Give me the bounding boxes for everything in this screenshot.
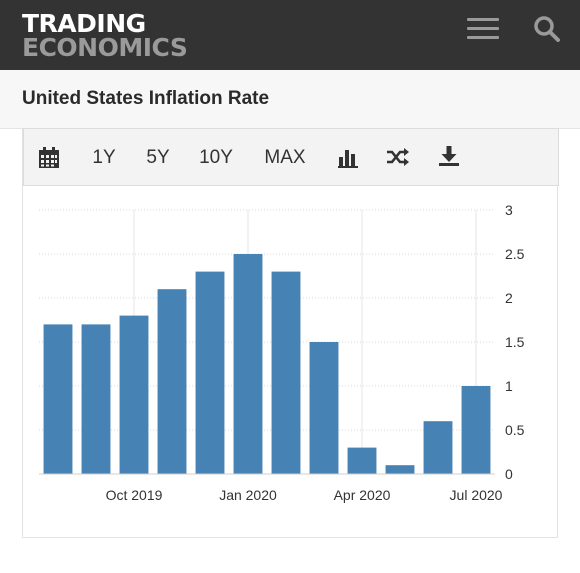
y-tick-label: 2.5 [505,246,525,262]
y-tick-label: 3 [505,202,513,218]
range-5y-button[interactable]: 5Y [146,147,170,168]
page-title-bar: United States Inflation Rate [0,70,580,129]
calendar-icon[interactable] [38,147,60,174]
bar-2020-05[interactable] [385,465,415,474]
page-title: United States Inflation Rate [22,88,270,109]
top-navigation-bar: TRADING ECONOMICS [0,0,580,70]
bar-2020-03[interactable] [309,342,339,474]
bar-2019-12[interactable] [195,271,225,474]
range-1y-button[interactable]: 1Y [92,147,116,168]
bar-2019-09[interactable] [81,324,111,474]
y-tick-label: 2 [505,290,513,306]
x-tick-label: Apr 2020 [334,487,391,503]
inflation-bar-chart: 0 0.5 1 1.5 2 2.5 3 Oct 2019 Jan 2020 Apr 2020 Jul… [39,202,525,503]
logo-line-trading: TRADING [22,9,146,38]
y-tick-label: 0 [505,466,513,482]
bar-chart-icon[interactable] [338,148,358,173]
trading-economics-logo[interactable]: TRADING ECONOMICS [22,9,188,62]
shuffle-icon[interactable] [386,147,410,172]
x-tick-label: Jan 2020 [219,487,277,503]
download-icon[interactable] [438,145,460,172]
hamburger-icon[interactable] [467,16,501,40]
y-tick-label: 1.5 [505,334,525,350]
x-tick-label: Oct 2019 [106,487,163,503]
bar-2020-04[interactable] [347,447,377,474]
bar-2020-06[interactable] [423,421,453,474]
logo-line-economics: ECONOMICS [22,33,188,62]
range-10y-button[interactable]: 10Y [199,147,233,168]
bar-2020-07[interactable] [461,386,491,474]
search-icon[interactable] [532,14,562,44]
bar-2020-01[interactable] [233,254,263,474]
chart-card: 1Y 5Y 10Y MAX [22,128,559,538]
bar-2020-02[interactable] [271,271,301,474]
chart-toolbar: 1Y 5Y 10Y MAX [23,128,559,186]
bar-2019-08[interactable] [43,324,73,474]
y-tick-label: 0.5 [505,422,525,438]
y-tick-label: 1 [505,378,513,394]
bar-2019-10[interactable] [119,315,149,474]
x-tick-label: Jul 2020 [450,487,503,503]
range-max-button[interactable]: MAX [264,147,306,168]
bar-2019-11[interactable] [157,289,187,474]
